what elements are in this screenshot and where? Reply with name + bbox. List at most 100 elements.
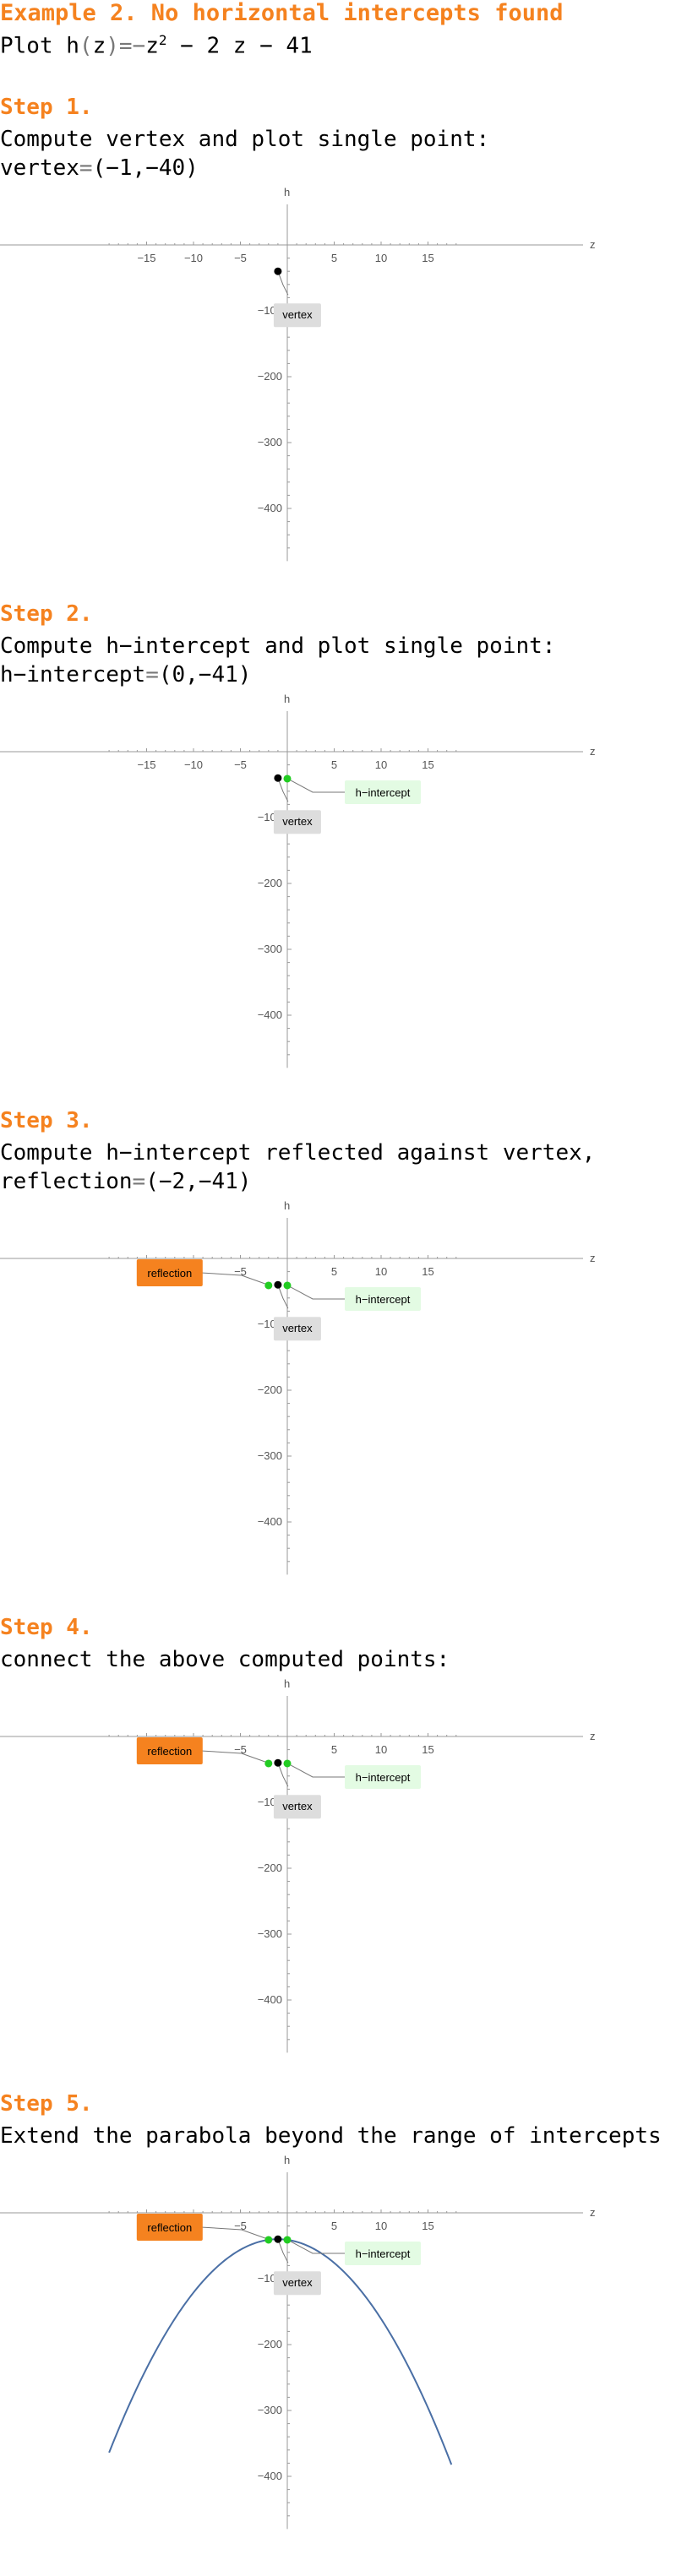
y-tick-label: −300 [258, 1449, 282, 1462]
vertex-label-box [273, 2271, 321, 2296]
y-tick-label: −400 [258, 502, 282, 514]
x-tick-label: 10 [375, 1743, 387, 1756]
reflection-leader [200, 1272, 265, 1285]
x-tick-label: 10 [375, 758, 387, 771]
x-tick-label: −5 [234, 1743, 247, 1756]
step-2-chart: zh−15 −10 −5 5 10 15−100−200−300−400vertexh−i… [0, 693, 596, 1068]
step-5-chart: zh−15−10−551015−100−200−300−400vertexh−i… [0, 2154, 596, 2530]
y-tick-label: −400 [258, 1008, 282, 1021]
vertex-leader [277, 2239, 289, 2264]
function-remainder: − 2 z − 41 [166, 33, 313, 59]
paren-close: ) [106, 33, 119, 59]
reflection-point [264, 2236, 273, 2244]
step-4-heading: Step 4. [0, 1615, 93, 1640]
step-1-result-label: vertex [0, 155, 79, 181]
x-tick-label: 10 [375, 252, 387, 264]
step-5-description: Extend the parabola beyond the range of … [0, 2122, 662, 2150]
step-1-heading: Step 1. [0, 95, 93, 120]
x-tick-label: 5 [331, 2220, 337, 2232]
vertex-label: vertex [282, 2276, 313, 2289]
h-intercept-leader [290, 1286, 345, 1300]
h-intercept-point [283, 2236, 292, 2244]
y-tick-label: −300 [258, 1927, 282, 1940]
reflection-point [264, 1281, 273, 1290]
h-intercept-label: h−intercept [356, 1771, 411, 1784]
y-axis-label: h [284, 1677, 290, 1690]
vertex-leader [277, 778, 289, 802]
equals-sign: = [118, 33, 133, 59]
step-3-result: reflection=(−2,−41) [0, 1169, 252, 1194]
vertex-point [274, 267, 282, 275]
x-tick-label: 15 [422, 758, 433, 771]
x-axis-label: z [590, 1730, 596, 1742]
vertex-leader [277, 271, 289, 296]
vertex-label: vertex [282, 815, 313, 828]
y-tick-label: −300 [258, 943, 282, 955]
step-2-description: Compute h−intercept and plot single poin… [0, 632, 555, 689]
step-3-result-label: reflection [0, 1169, 133, 1194]
step-2-result-value: (0,−41) [158, 662, 252, 687]
reflection-leader [200, 1750, 265, 1763]
y-tick-label: −200 [258, 370, 282, 383]
step-1-result: vertex=(−1,−40) [0, 155, 199, 181]
step-1-result-value: (−1,−40) [92, 155, 199, 181]
vertex-leader [277, 1763, 289, 1787]
y-tick-label: −400 [258, 1515, 282, 1528]
x-axis-label: z [590, 2206, 596, 2219]
function-variable: z [92, 33, 106, 59]
vertex-point [274, 1280, 282, 1289]
x-tick-label: 15 [422, 1265, 433, 1278]
reflection-label-box [136, 2213, 203, 2241]
h-intercept-leader [290, 1764, 345, 1778]
step-2-result: h−intercept=(0,−41) [0, 662, 252, 687]
h-intercept-label-box [345, 1286, 421, 1311]
reflection-label: reflection [147, 1267, 192, 1280]
x-tick-label: 10 [375, 1265, 387, 1278]
step-1-description: Compute vertex and plot single point: ve… [0, 125, 489, 182]
step-2-heading: Step 2. [0, 601, 93, 627]
step-2-line: Compute h−intercept and plot single poin… [0, 633, 556, 659]
step-2-result-label: h−intercept [0, 662, 146, 687]
y-tick-label: −300 [258, 436, 282, 448]
y-tick-label: −300 [258, 2404, 282, 2416]
x-tick-label: 5 [331, 1265, 337, 1278]
function-definition: Plot h(z)=−z2 − 2 z − 41 [0, 32, 313, 59]
x-tick-label: −15 [137, 758, 155, 771]
x-tick-label: −5 [234, 758, 247, 771]
x-tick-label: 5 [331, 1743, 337, 1756]
reflection-label-box [136, 1736, 203, 1764]
reflection-label: reflection [147, 2221, 192, 2234]
vertex-label-box [273, 810, 321, 834]
x-tick-label: 5 [331, 252, 337, 264]
h-intercept-point [283, 1759, 292, 1768]
page-title: Example 2. No horizontal intercepts foun… [0, 0, 564, 26]
step-4-description: connect the above computed points: [0, 1645, 450, 1674]
vertex-label: vertex [282, 308, 313, 321]
vertex-label-box [273, 1317, 321, 1341]
step-4-line: connect the above computed points: [0, 1647, 450, 1672]
h-intercept-label: h−intercept [356, 2247, 411, 2260]
y-tick-label: −200 [258, 1861, 282, 1874]
x-axis-label: z [590, 238, 596, 251]
y-tick-label: −400 [258, 2470, 282, 2482]
vertex-point [274, 774, 282, 782]
x-tick-label: −15 [137, 252, 155, 264]
h-intercept-leader [290, 780, 345, 793]
step-4-chart: zh−15−10−551015−100−200−300−400vertexh−i… [0, 1677, 596, 2053]
x-tick-label: −5 [234, 2220, 247, 2232]
vertex-label-box [273, 1795, 321, 1819]
minus-sign: − [132, 33, 146, 59]
term-variable: z [145, 33, 159, 59]
vertex-label: vertex [282, 1322, 313, 1334]
y-tick-label: −200 [258, 877, 282, 889]
h-intercept-point [283, 1281, 292, 1290]
step-3-description: Compute h−intercept reflected against ve… [0, 1139, 595, 1196]
y-tick-label: −200 [258, 2338, 282, 2350]
x-tick-label: 5 [331, 758, 337, 771]
reflection-label: reflection [147, 1745, 192, 1758]
h-intercept-leader [290, 2241, 345, 2254]
x-tick-label: 15 [422, 1743, 433, 1756]
y-axis-label: h [284, 693, 290, 705]
x-tick-label: −5 [234, 252, 247, 264]
